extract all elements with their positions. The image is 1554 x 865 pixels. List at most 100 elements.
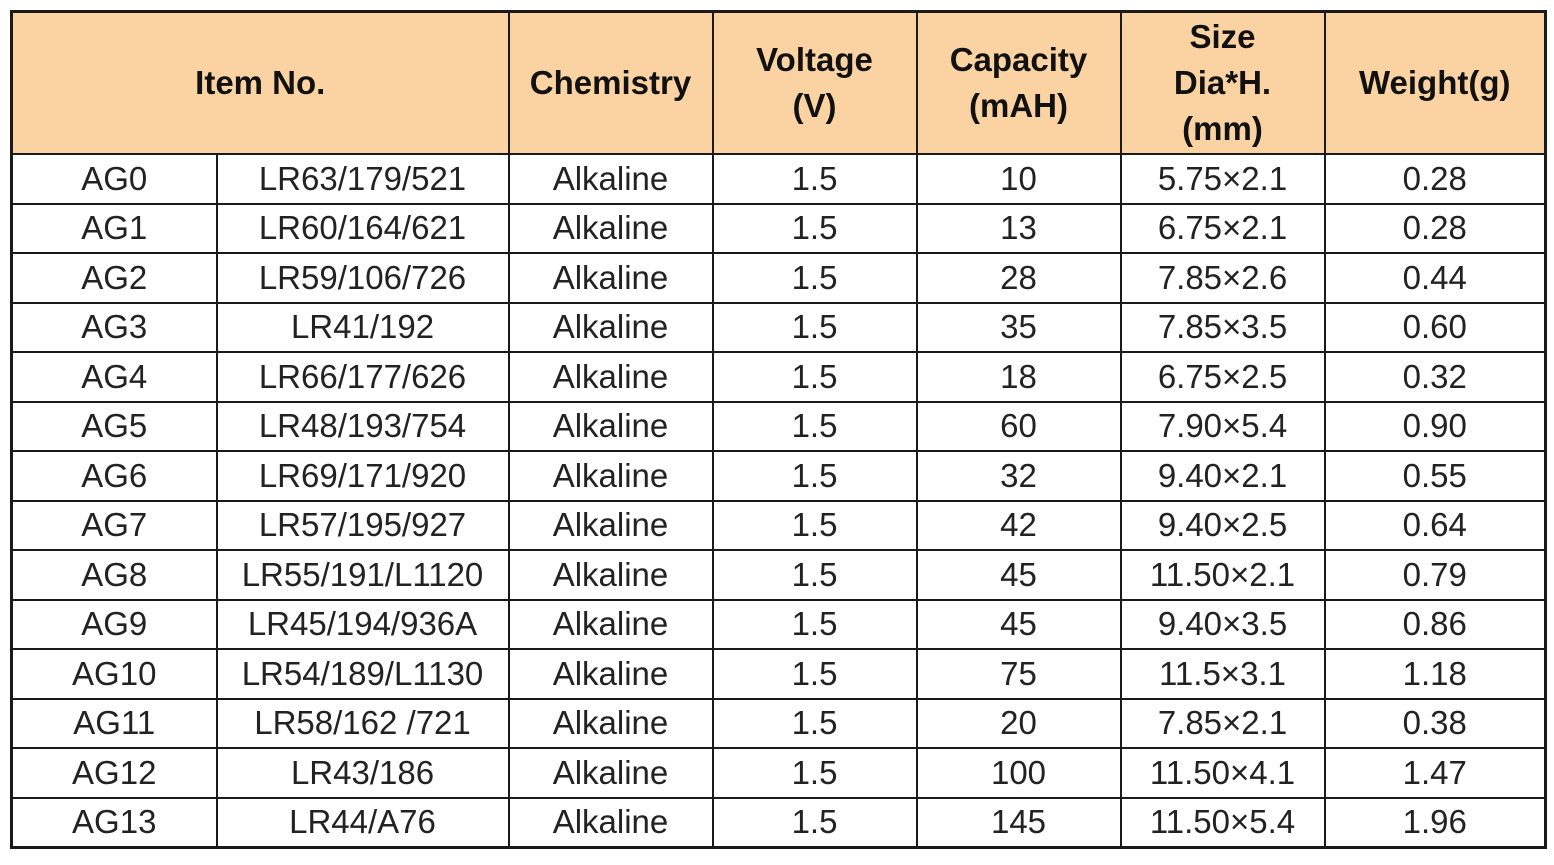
cell-voltage: 1.5: [711, 252, 918, 304]
cell-item-lr: LR57/195/927: [215, 499, 510, 551]
cell-item-ag: AG1: [10, 202, 218, 254]
cell-weight: 0.28: [1323, 202, 1547, 254]
cell-chemistry: Alkaline: [507, 796, 714, 849]
cell-weight: 0.60: [1323, 301, 1547, 353]
cell-chemistry: Alkaline: [507, 450, 714, 502]
cell-capacity: 18: [915, 351, 1122, 403]
cell-voltage: 1.5: [711, 747, 918, 799]
cell-item-lr: LR41/192: [215, 301, 510, 353]
cell-item-ag: AG0: [10, 153, 218, 205]
cell-size: 9.40×3.5: [1119, 598, 1326, 650]
table-row: AG13 LR44/A76 Alkaline 1.5 145 11.50×5.4 1.96: [10, 796, 1547, 849]
cell-item-lr: LR45/194/936A: [215, 598, 510, 650]
cell-capacity: 60: [915, 400, 1122, 452]
cell-size: 6.75×2.1: [1119, 202, 1326, 254]
cell-voltage: 1.5: [711, 400, 918, 452]
cell-size: 9.40×2.5: [1119, 499, 1326, 551]
cell-item-lr: LR60/164/621: [215, 202, 510, 254]
cell-size: 9.40×2.1: [1119, 450, 1326, 502]
cell-size: 5.75×2.1: [1119, 153, 1326, 205]
cell-item-ag: AG7: [10, 499, 218, 551]
cell-voltage: 1.5: [711, 499, 918, 551]
cell-item-lr: LR54/189/L1130: [215, 648, 510, 700]
cell-chemistry: Alkaline: [507, 301, 714, 353]
cell-weight: 0.55: [1323, 450, 1547, 502]
cell-item-ag: AG11: [10, 697, 218, 749]
cell-capacity: 35: [915, 301, 1122, 353]
table-row: AG9 LR45/194/936A Alkaline 1.5 45 9.40×3.5 0.8…: [10, 598, 1547, 650]
header-item-no: Item No.: [10, 10, 510, 155]
cell-voltage: 1.5: [711, 153, 918, 205]
header-weight: Weight(g): [1323, 10, 1547, 155]
cell-voltage: 1.5: [711, 549, 918, 601]
cell-weight: 1.47: [1323, 747, 1547, 799]
cell-size: 11.50×5.4: [1119, 796, 1326, 849]
header-chemistry: Chemistry: [507, 10, 714, 155]
cell-size: 11.50×2.1: [1119, 549, 1326, 601]
cell-weight: 0.28: [1323, 153, 1547, 205]
table-row: AG1 LR60/164/621 Alkaline 1.5 13 6.75×2.1 0.28: [10, 202, 1547, 254]
table-row: AG11 LR58/162 /721 Alkaline 1.5 20 7.85×2.1 0.…: [10, 697, 1547, 749]
cell-item-lr: LR69/171/920: [215, 450, 510, 502]
cell-size: 11.5×3.1: [1119, 648, 1326, 700]
cell-weight: 0.86: [1323, 598, 1547, 650]
cell-item-lr: LR43/186: [215, 747, 510, 799]
cell-capacity: 75: [915, 648, 1122, 700]
cell-chemistry: Alkaline: [507, 153, 714, 205]
cell-weight: 0.38: [1323, 697, 1547, 749]
table-row: AG7 LR57/195/927 Alkaline 1.5 42 9.40×2.5 0.64: [10, 499, 1547, 551]
header-capacity-line-1: Capacity: [949, 41, 1088, 78]
cell-capacity: 145: [915, 796, 1122, 849]
cell-weight: 0.44: [1323, 252, 1547, 304]
cell-voltage: 1.5: [711, 202, 918, 254]
cell-item-ag: AG4: [10, 351, 218, 403]
table-row: AG0 LR63/179/521 Alkaline 1.5 10 5.75×2.1 0.28: [10, 153, 1547, 205]
cell-weight: 0.32: [1323, 351, 1547, 403]
cell-size: 6.75×2.5: [1119, 351, 1326, 403]
header-size-line-3: (mm): [1182, 110, 1263, 147]
cell-voltage: 1.5: [711, 301, 918, 353]
cell-weight: 1.18: [1323, 648, 1547, 700]
cell-capacity: 32: [915, 450, 1122, 502]
table-row: AG4 LR66/177/626 Alkaline 1.5 18 6.75×2.5 0.32: [10, 351, 1547, 403]
cell-chemistry: Alkaline: [507, 499, 714, 551]
cell-item-lr: LR55/191/L1120: [215, 549, 510, 601]
cell-capacity: 100: [915, 747, 1122, 799]
cell-voltage: 1.5: [711, 796, 918, 849]
cell-chemistry: Alkaline: [507, 202, 714, 254]
header-size: Size Dia*H. (mm): [1119, 10, 1326, 155]
cell-item-ag: AG9: [10, 598, 218, 650]
cell-item-lr: LR59/106/726: [215, 252, 510, 304]
battery-spec-table: Item No. Chemistry Voltage (V) Capacity …: [10, 10, 1547, 849]
table-row: AG8 LR55/191/L1120 Alkaline 1.5 45 11.50×2.1 0…: [10, 549, 1547, 601]
cell-capacity: 45: [915, 598, 1122, 650]
table-body: AG0 LR63/179/521 Alkaline 1.5 10 5.75×2.1 0.28…: [10, 153, 1547, 849]
cell-item-ag: AG8: [10, 549, 218, 601]
cell-chemistry: Alkaline: [507, 549, 714, 601]
table-row: AG12 LR43/186 Alkaline 1.5 100 11.50×4.1 1.47: [10, 747, 1547, 799]
cell-size: 7.85×3.5: [1119, 301, 1326, 353]
cell-item-ag: AG5: [10, 400, 218, 452]
cell-voltage: 1.5: [711, 648, 918, 700]
cell-voltage: 1.5: [711, 450, 918, 502]
cell-capacity: 28: [915, 252, 1122, 304]
header-voltage-line-2: (V): [792, 87, 837, 124]
cell-capacity: 45: [915, 549, 1122, 601]
header-size-line-2: Dia*H.: [1173, 64, 1272, 101]
cell-capacity: 13: [915, 202, 1122, 254]
battery-spec-table-wrapper: Item No. Chemistry Voltage (V) Capacity …: [10, 10, 1547, 849]
header-row: Item No. Chemistry Voltage (V) Capacity …: [10, 10, 1547, 155]
header-voltage-line-1: Voltage: [756, 41, 873, 78]
cell-voltage: 1.5: [711, 598, 918, 650]
cell-item-ag: AG3: [10, 301, 218, 353]
cell-chemistry: Alkaline: [507, 400, 714, 452]
cell-weight: 1.96: [1323, 796, 1547, 849]
cell-weight: 0.90: [1323, 400, 1547, 452]
cell-capacity: 42: [915, 499, 1122, 551]
cell-size: 7.85×2.6: [1119, 252, 1326, 304]
cell-capacity: 20: [915, 697, 1122, 749]
cell-size: 7.90×5.4: [1119, 400, 1326, 452]
cell-chemistry: Alkaline: [507, 351, 714, 403]
table-row: AG10 LR54/189/L1130 Alkaline 1.5 75 11.5×3.1 1…: [10, 648, 1547, 700]
table-row: AG6 LR69/171/920 Alkaline 1.5 32 9.40×2.1 0.55: [10, 450, 1547, 502]
